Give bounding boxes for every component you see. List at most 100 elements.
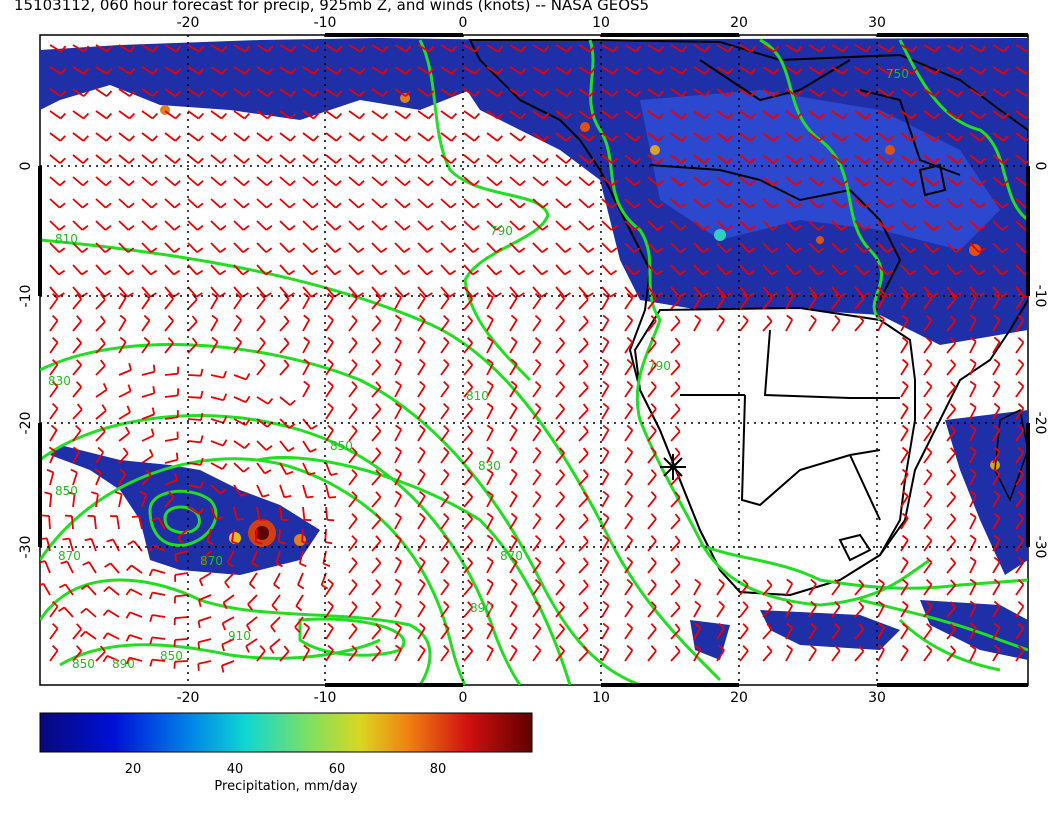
wind-barb: [946, 496, 957, 508]
wind-barb: [854, 198, 866, 209]
wind-barb: [1015, 473, 1025, 486]
wind-barb: [578, 342, 589, 354]
wind-barb-feather: [327, 358, 334, 365]
wind-barb: [141, 392, 155, 398]
wind-barb: [371, 220, 383, 231]
wind-barb-feather: [359, 90, 366, 97]
wind-barb-feather: [102, 632, 109, 640]
wind-barb: [647, 408, 657, 420]
wind-barb: [325, 484, 330, 498]
wind-barb-feather: [394, 644, 402, 651]
wind-barb: [325, 605, 334, 618]
wind-barb-feather: [819, 45, 826, 53]
wind-barb: [256, 110, 269, 120]
wind-barb: [486, 132, 498, 142]
wind-barb-feather: [59, 202, 66, 209]
wind-barb: [118, 88, 131, 97]
wind-barb-feather: [718, 622, 725, 629]
wind-barb-feather: [267, 68, 274, 75]
wind-barb: [233, 484, 242, 497]
wind-barb-feather: [219, 269, 227, 276]
wind-barb-feather: [211, 336, 219, 343]
wind-barb-feather: [901, 314, 909, 321]
wind-barb-feather: [925, 556, 933, 564]
wind-barb: [206, 528, 212, 542]
wind-barb-feather: [76, 645, 82, 652]
wind-barb-feather: [450, 157, 457, 164]
wind-barb: [95, 430, 106, 442]
wind-barb-feather: [993, 446, 1001, 453]
wind-barb: [555, 154, 567, 164]
wind-barb-feather: [626, 622, 634, 629]
wind-barb: [164, 286, 175, 298]
wind-barb: [233, 506, 238, 520]
wind-barb: [210, 462, 223, 470]
wind-barb-feather: [786, 578, 793, 585]
wind-barb: [417, 495, 426, 508]
wind-barb: [555, 650, 565, 662]
wind-barb-feather: [610, 247, 618, 254]
wind-barb: [1015, 429, 1025, 442]
wind-barb-feather: [955, 292, 962, 298]
wind-barb: [532, 66, 545, 75]
wind-barbs: [40, 44, 1028, 673]
wind-barb-feather: [380, 269, 388, 276]
axis-bars: [38, 33, 1030, 687]
wind-barb: [762, 286, 773, 298]
wind-barb: [762, 198, 774, 209]
wind-barb-feather: [419, 600, 426, 607]
wind-barb: [624, 495, 634, 508]
wind-barb-feather: [772, 202, 779, 209]
wind-barb: [49, 363, 59, 376]
wind-barb: [693, 242, 704, 253]
wind-barb-feather: [197, 180, 204, 187]
wind-barb-feather: [450, 180, 457, 187]
wind-barb: [601, 473, 610, 486]
wind-barb-feather: [534, 512, 542, 520]
wind-barb-feather: [588, 180, 595, 187]
wind-barb: [831, 286, 842, 298]
wind-barb: [670, 286, 681, 298]
wind-barb-feather: [810, 622, 817, 629]
wind-barb-feather: [381, 135, 388, 142]
wind-barb: [233, 374, 247, 381]
wind-barb-feather: [426, 269, 434, 276]
wind-barb: [118, 494, 123, 508]
wind-barb-feather: [510, 468, 518, 475]
wind-barb-feather: [1025, 137, 1028, 142]
wind-barb-feather: [950, 601, 957, 608]
wind-barb: [187, 396, 202, 399]
wind-barb-feather: [602, 622, 610, 629]
wind-barb: [187, 44, 200, 53]
wind-barb-feather: [219, 247, 227, 254]
wind-barb: [1015, 495, 1025, 508]
wind-barb-feather: [650, 293, 657, 300]
wind-barb: [969, 220, 981, 231]
wind-barb-feather: [286, 470, 294, 476]
wind-barb-feather: [443, 622, 450, 630]
wind-barb: [1015, 220, 1027, 231]
wind-barb: [49, 220, 61, 231]
wind-barb: [394, 649, 402, 662]
wind-barb-feather: [1003, 68, 1010, 75]
wind-barb-feather: [311, 292, 318, 298]
wind-barb: [808, 44, 821, 53]
wind-barb-feather: [270, 625, 276, 633]
wind-barb: [302, 385, 311, 398]
wind-barb: [969, 362, 977, 376]
wind-barb-feather: [704, 45, 711, 53]
wind-barb-feather: [771, 292, 778, 298]
wind-barb: [394, 517, 402, 530]
svg-text:810: 810: [55, 232, 78, 246]
wind-barb-feather: [467, 425, 474, 432]
wind-barb: [233, 462, 245, 473]
wind-barb: [118, 390, 132, 398]
wind-barb-feather: [674, 491, 681, 499]
wind-barb: [647, 496, 657, 508]
wind-barb: [221, 660, 235, 667]
wind-barb-feather: [950, 337, 957, 344]
wind-barb: [210, 88, 223, 97]
wind-barb: [275, 550, 281, 564]
wind-barb: [210, 418, 224, 424]
wind-barb-feather: [449, 224, 457, 231]
